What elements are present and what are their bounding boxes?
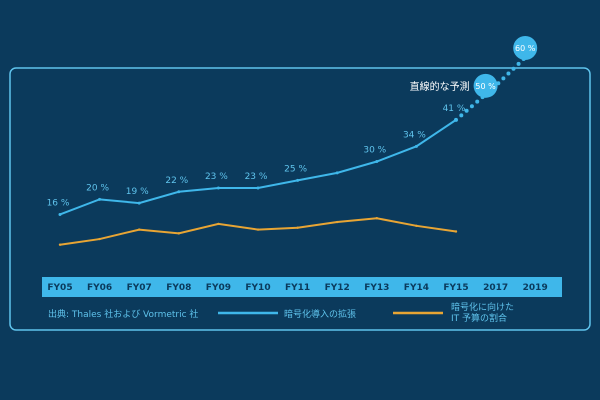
budget-point: [58, 243, 62, 246]
adoption-point: [375, 160, 379, 163]
source-note: 出典: Thales 社および Vormetric 社: [48, 308, 198, 320]
adoption-point: [296, 178, 300, 182]
x-tick-label: FY05: [47, 283, 72, 293]
adoption-data-label: 25 %: [284, 164, 307, 174]
adoption-data-label: 16 %: [47, 198, 70, 208]
adoption-point: [58, 212, 62, 216]
x-tick-label: FY15: [443, 283, 468, 293]
x-tick-label: FY08: [166, 283, 191, 293]
projection-point-bubble: [513, 36, 538, 60]
adoption-data-label: 20 %: [86, 183, 109, 193]
legend-label-budget-line1: 暗号化に向けた: [451, 301, 514, 313]
projection-annotation: 直線的な予測: [410, 80, 470, 93]
x-tick-label: 2019: [523, 283, 548, 293]
adoption-data-label: 19 %: [126, 187, 149, 197]
adoption-point: [335, 171, 339, 175]
x-tick-label: FY07: [127, 283, 152, 293]
budget-point: [415, 224, 418, 228]
budget-point: [296, 226, 299, 229]
budget-point: [217, 222, 220, 226]
series-lines: [59, 46, 538, 246]
adoption-data-label: 23 %: [205, 172, 228, 182]
budget-point: [375, 217, 378, 220]
adoption-data-label: 22 %: [165, 176, 188, 186]
adoption-point: [454, 118, 458, 122]
x-tick-label: FY13: [364, 283, 389, 293]
budget-point: [98, 237, 101, 241]
data-labels: 16 % 20 % 19 % 22 % 23 % 23 % 25 % 30 % 34 % 41 %…: [47, 44, 536, 208]
x-axis-tick-labels: FY05 FY06 FY07 FY08 FY09 FY10 FY11 FY12 FY13 FY14…: [47, 283, 547, 293]
x-tick-label: FY12: [325, 283, 350, 293]
projection-data-label: 50 %: [475, 82, 496, 91]
legend-label-adoption: 暗号化導入の拡張: [284, 308, 356, 320]
adoption-line: [59, 119, 457, 216]
adoption-data-label: 23 %: [245, 172, 268, 182]
x-tick-label: FY09: [206, 283, 231, 293]
adoption-point: [177, 190, 181, 194]
legend-label-budget-line2: IT 予算の割合: [451, 312, 507, 324]
budget-line: [59, 217, 457, 246]
x-tick-label: FY11: [285, 283, 310, 293]
x-tick-label: FY06: [87, 283, 112, 293]
projection-data-label: 60 %: [515, 44, 536, 53]
budget-point: [177, 232, 180, 235]
x-tick-label: FY10: [245, 283, 270, 293]
budget-point: [336, 220, 339, 224]
budget-point: [256, 228, 260, 231]
adoption-data-label: 30 %: [363, 146, 386, 156]
adoption-data-label: 41 %: [443, 104, 466, 114]
adoption-point: [256, 186, 260, 190]
adoption-point: [414, 144, 418, 148]
series-points: [58, 36, 538, 246]
x-tick-label: 2017: [483, 283, 508, 293]
budget-point: [138, 228, 141, 231]
x-axis-band: [42, 277, 562, 297]
adoption-point: [98, 197, 102, 201]
x-tick-label: FY14: [404, 283, 429, 293]
adoption-point: [137, 201, 141, 205]
projection-point-bubble: [473, 73, 498, 98]
chart-frame: [9, 67, 591, 331]
adoption-data-label: 34 %: [403, 130, 426, 140]
budget-point: [454, 230, 458, 233]
adoption-point: [216, 186, 220, 190]
